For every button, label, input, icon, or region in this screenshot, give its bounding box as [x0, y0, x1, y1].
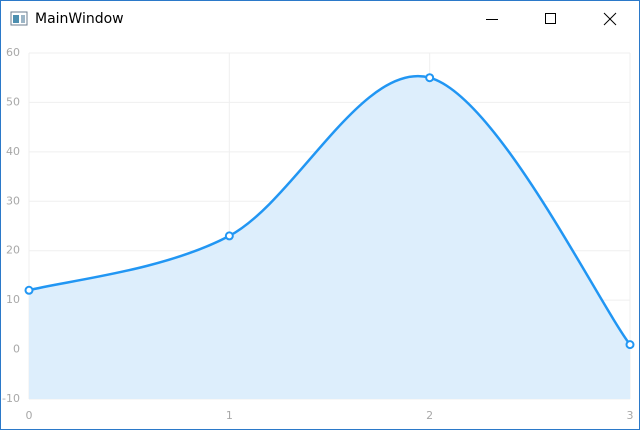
y-tick-label: 60	[6, 46, 20, 59]
y-tick-label: 30	[6, 194, 20, 207]
y-tick-label: -10	[2, 392, 20, 405]
point	[24, 285, 34, 295]
chart: -10 0 10 20 30 40 50 60 0 1 2 3	[2, 46, 635, 422]
y-tick-label: 10	[6, 293, 20, 306]
x-tick-label: 1	[226, 409, 233, 422]
app-icon	[10, 11, 28, 26]
point	[625, 340, 635, 350]
x-tick-label: 3	[627, 409, 634, 422]
point	[224, 231, 234, 241]
y-tick-label: 40	[6, 145, 20, 158]
area	[29, 76, 630, 400]
y-tick-label: 20	[6, 244, 20, 257]
y-tick-label: 0	[13, 343, 20, 356]
y-tick-label: 50	[6, 95, 20, 108]
maximize-button[interactable]	[545, 13, 556, 24]
close-button[interactable]	[603, 12, 617, 26]
line	[28, 74, 632, 346]
point	[425, 73, 435, 83]
x-tick-label: 2	[426, 409, 433, 422]
title-bar: MainWindow	[1, 1, 639, 38]
title-bar-icons	[10, 11, 617, 26]
x-tick-label: 0	[26, 409, 33, 422]
window-title: MainWindow	[35, 11, 124, 27]
